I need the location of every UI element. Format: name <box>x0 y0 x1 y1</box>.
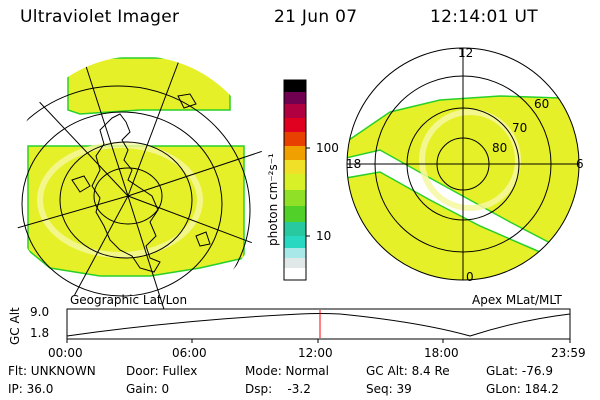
altitude-axis-label: GC Alt <box>8 307 22 345</box>
colorbar-tick-10: 10 <box>316 229 332 243</box>
time-tick-0600: 06:00 <box>172 346 207 360</box>
time-tick-0000: 00:00 <box>48 346 83 360</box>
info-door: Door: Fullex <box>126 364 198 378</box>
time-tick-1800: 18:00 <box>424 346 459 360</box>
info-ip: IP: 36.0 <box>8 382 54 396</box>
mlt-label-0: 0 <box>466 270 474 284</box>
mlat-label-70: 70 <box>512 121 528 135</box>
mlat-label-60: 60 <box>534 97 550 111</box>
mlt-label-6: 6 <box>576 157 584 171</box>
app-title: Ultraviolet Imager <box>20 7 180 27</box>
info-flight: Flt: UNKNOWN <box>8 364 96 378</box>
info-gain: Gain: 0 <box>126 382 170 396</box>
colorbar-unit: photon cm⁻²s⁻¹ <box>266 153 280 246</box>
time-tick-2359: 23:59 <box>551 346 586 360</box>
coastline <box>91 113 161 273</box>
mlat-label-80: 80 <box>492 141 508 155</box>
mlt-label-18: 18 <box>346 157 362 171</box>
geographic-map <box>10 57 266 312</box>
mlt-label-12: 12 <box>458 46 474 60</box>
right-panel-label: Apex MLat/MLT <box>472 293 562 307</box>
left-panel-label: Geographic Lat/Lon <box>70 293 188 307</box>
info-glat: GLat: -76.9 <box>486 364 553 378</box>
apex-map <box>346 47 580 281</box>
altitude-tick-low: 1.8 <box>30 326 50 340</box>
altitude-strip <box>66 308 571 343</box>
info-glon: GLon: 184.2 <box>486 382 559 396</box>
info-mode: Mode: Normal <box>245 364 329 378</box>
time-tick-1200: 12:00 <box>298 346 333 360</box>
altitude-curve <box>66 313 571 337</box>
info-dsp: Dsp: -3.2 <box>245 382 311 396</box>
info-gc-alt: GC Alt: 8.4 Re <box>366 364 450 378</box>
colorbar <box>283 79 310 281</box>
info-seq: Seq: 39 <box>366 382 412 396</box>
date-label: 21 Jun 07 <box>274 7 358 27</box>
altitude-tick-high: 9.0 <box>30 305 50 319</box>
time-label: 12:14:01 UT <box>430 7 538 27</box>
colorbar-tick-100: 100 <box>316 141 339 155</box>
